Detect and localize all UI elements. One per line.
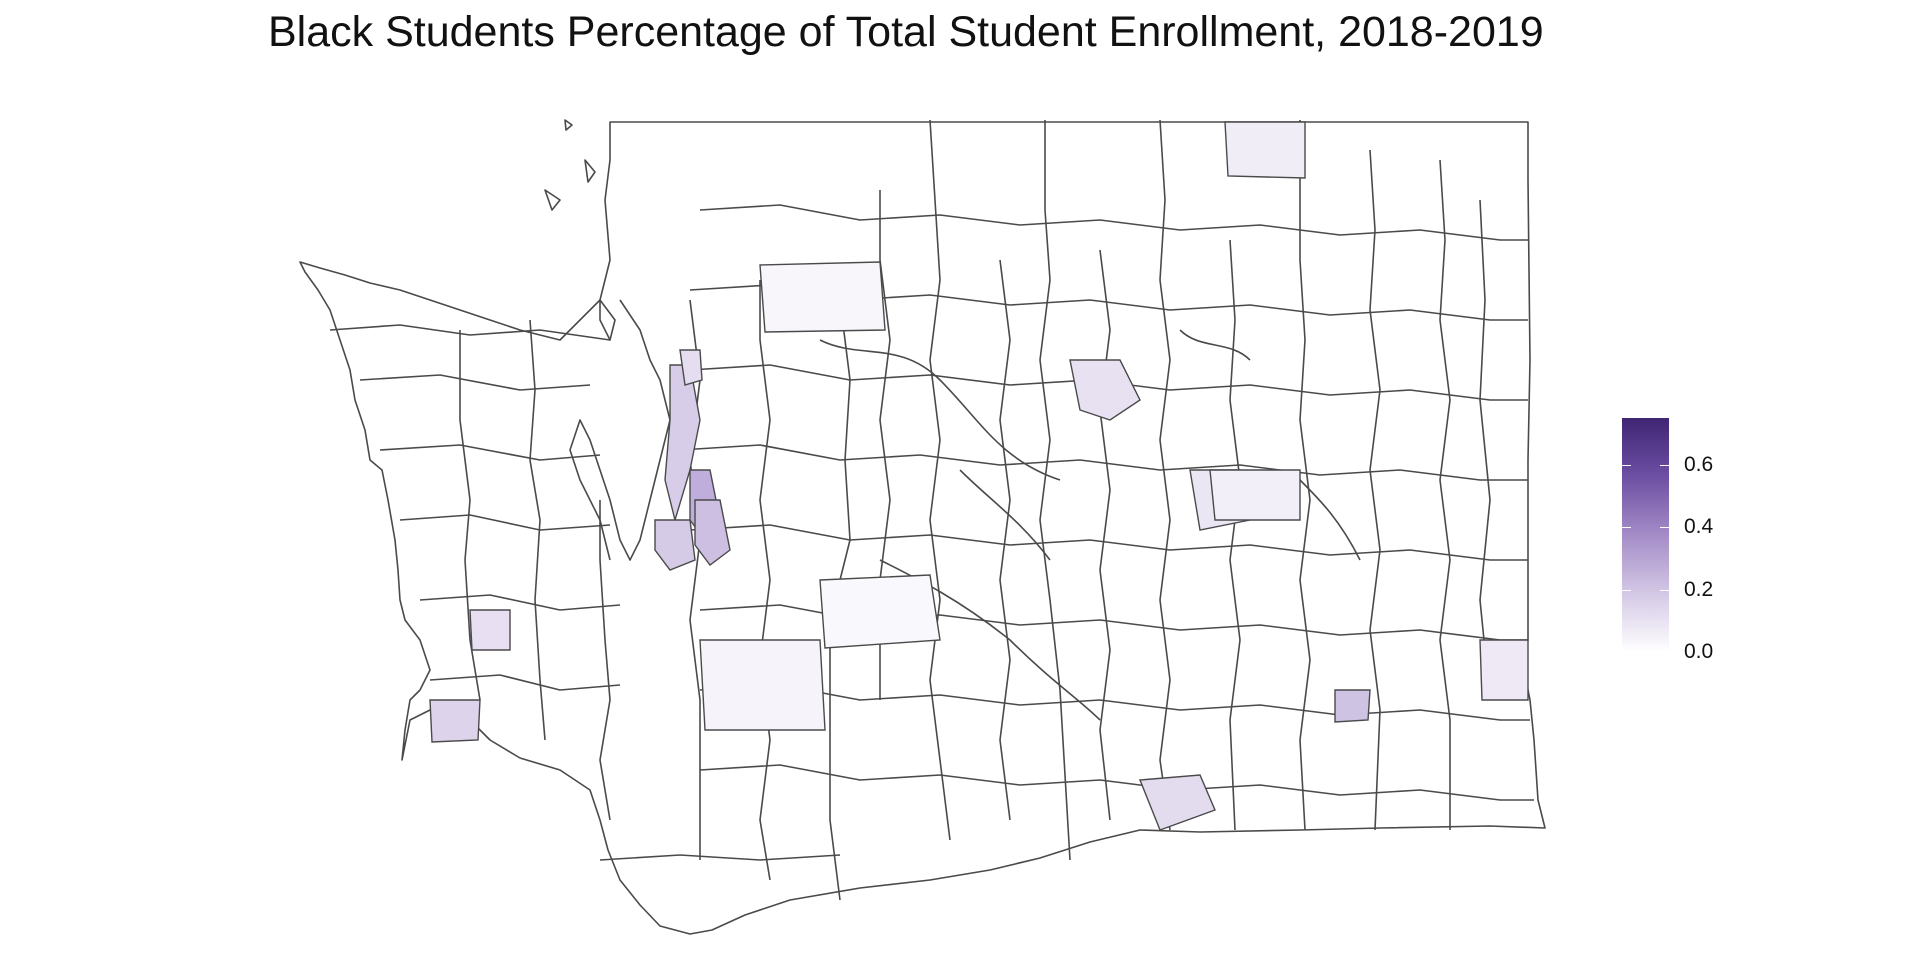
legend-tick-label: 0.0 xyxy=(1684,640,1714,663)
district-shade-tacoma xyxy=(654,519,696,571)
district-shade-north xyxy=(1224,121,1306,179)
legend-color-bar xyxy=(1622,418,1669,652)
legend-tick-right xyxy=(1660,464,1669,466)
district-shade-central xyxy=(819,574,941,649)
district-shade-south-central xyxy=(699,639,826,731)
district-shade-kennewick xyxy=(1138,774,1216,831)
district-shade-clover xyxy=(469,609,511,651)
district-shade-yakima xyxy=(1209,469,1301,521)
legend-tick-label: 0.4 xyxy=(1684,515,1714,539)
legend-tick-left xyxy=(1622,464,1631,466)
legend-tick-left xyxy=(1622,589,1631,591)
chart-title: Black Students Percentage of Total Stude… xyxy=(268,8,1544,56)
islands xyxy=(544,119,616,341)
district-shade-northcentral xyxy=(759,261,886,333)
legend-tick-label: 0.2 xyxy=(1684,577,1714,601)
district-shade-kent xyxy=(694,499,731,566)
legend-tick-right xyxy=(1660,589,1669,591)
state-outline xyxy=(299,121,1546,935)
legend-tick-left xyxy=(1622,652,1631,653)
legend-tick-label: 0.6 xyxy=(1684,452,1714,476)
puget-sound xyxy=(569,299,671,561)
district-curves xyxy=(819,329,1361,721)
district-boundaries xyxy=(459,119,1491,901)
district-shade-pasco xyxy=(1334,689,1371,723)
district-shade-spokane-area xyxy=(1069,359,1141,421)
legend-tick-right xyxy=(1660,527,1669,529)
district-shade-walla xyxy=(1479,639,1529,701)
district-shade-everett xyxy=(679,349,703,386)
district-shade-vancouver xyxy=(429,699,481,743)
legend-tick-left xyxy=(1622,527,1631,529)
legend-tick-right xyxy=(1660,652,1669,653)
